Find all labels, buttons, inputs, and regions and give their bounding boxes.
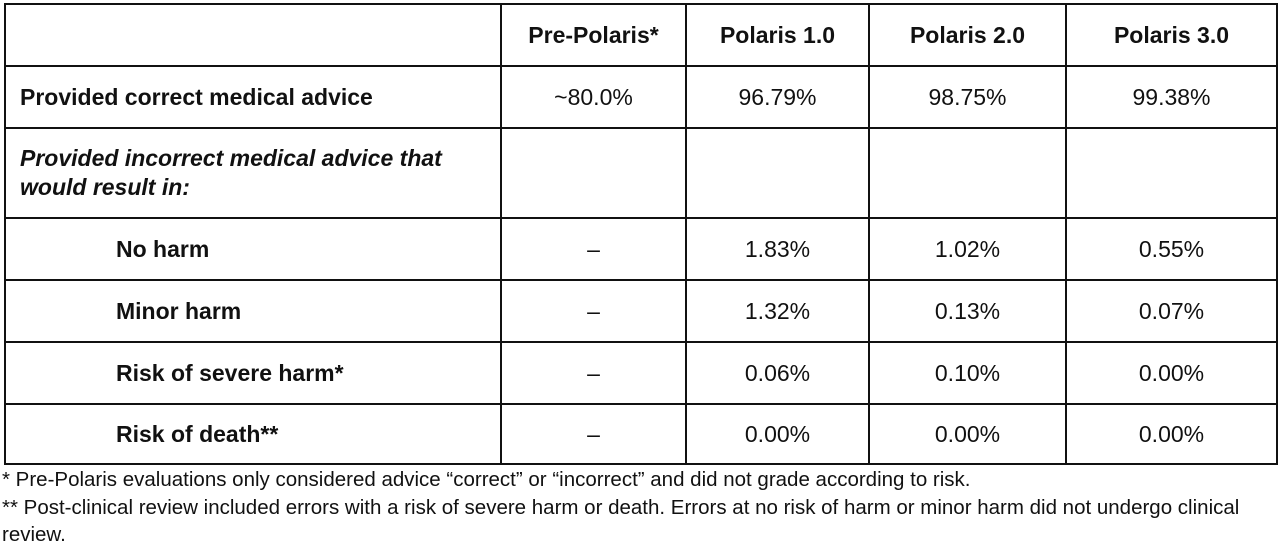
row-label: Risk of death** — [4, 403, 502, 465]
value-cell: 1.02% — [868, 217, 1067, 281]
column-header: Polaris 3.0 — [1065, 3, 1278, 67]
table-row: Risk of severe harm* –0.06% 0.10% 0.00% — [4, 341, 1278, 405]
row-label: Provided incorrect medical advice that w… — [4, 127, 502, 219]
table-row: Minor harm –1.32% 0.13% 0.07% — [4, 279, 1278, 343]
footnote: ** Post-clinical review included errors … — [2, 495, 1240, 547]
value-cell: ~80.0% — [500, 65, 687, 129]
value-cell: 96.79% — [685, 65, 870, 129]
value-cell: – — [500, 403, 687, 465]
value-cell: – — [500, 341, 687, 405]
value-cell: 0.00% — [685, 403, 870, 465]
empty-cell — [868, 127, 1067, 219]
row-label: Minor harm — [4, 279, 502, 343]
empty-cell — [500, 127, 687, 219]
corner-cell — [4, 3, 502, 67]
value-cell: 99.38% — [1065, 65, 1278, 129]
table-row: Risk of death** –0.00% 0.00% 0.00% — [4, 403, 1278, 465]
empty-cell — [685, 127, 870, 219]
footnote: * Pre-Polaris evaluations only considere… — [2, 468, 971, 491]
value-cell: 0.06% — [685, 341, 870, 405]
row-label: Risk of severe harm* — [4, 341, 502, 405]
table-row: No harm –1.83% 1.02% 0.55% — [4, 217, 1278, 281]
value-cell: 0.00% — [868, 403, 1067, 465]
column-header: Pre-Polaris* — [500, 3, 687, 67]
value-cell: 0.55% — [1065, 217, 1278, 281]
value-cell: 1.83% — [685, 217, 870, 281]
value-cell: – — [500, 217, 687, 281]
column-header: Polaris 1.0 — [685, 3, 870, 67]
value-cell: 0.00% — [1065, 403, 1278, 465]
value-cell: 0.13% — [868, 279, 1067, 343]
value-cell: 0.10% — [868, 341, 1067, 405]
value-cell: 1.32% — [685, 279, 870, 343]
row-label: Provided correct medical advice — [4, 65, 502, 129]
value-cell: 98.75% — [868, 65, 1067, 129]
value-cell: 0.00% — [1065, 341, 1278, 405]
table-row: Provided correct medical advice ~80.0% 96.… — [4, 65, 1278, 129]
table-row: Provided incorrect medical advice that w… — [4, 127, 1278, 219]
table-body: Provided correct medical advice ~80.0% 96.… — [4, 65, 1278, 465]
page: Pre-Polaris* Polaris 1.0 Polaris 2.0 Polari… — [2, 3, 1278, 549]
row-label: No harm — [4, 217, 502, 281]
value-cell: 0.07% — [1065, 279, 1278, 343]
column-header: Polaris 2.0 — [868, 3, 1067, 67]
empty-cell — [1065, 127, 1278, 219]
header-row: Pre-Polaris* Polaris 1.0 Polaris 2.0 Polari… — [4, 3, 1278, 67]
footnotes: * Pre-Polaris evaluations only considere… — [2, 466, 1280, 549]
value-cell: – — [500, 279, 687, 343]
results-table: Pre-Polaris* Polaris 1.0 Polaris 2.0 Polari… — [4, 3, 1278, 465]
